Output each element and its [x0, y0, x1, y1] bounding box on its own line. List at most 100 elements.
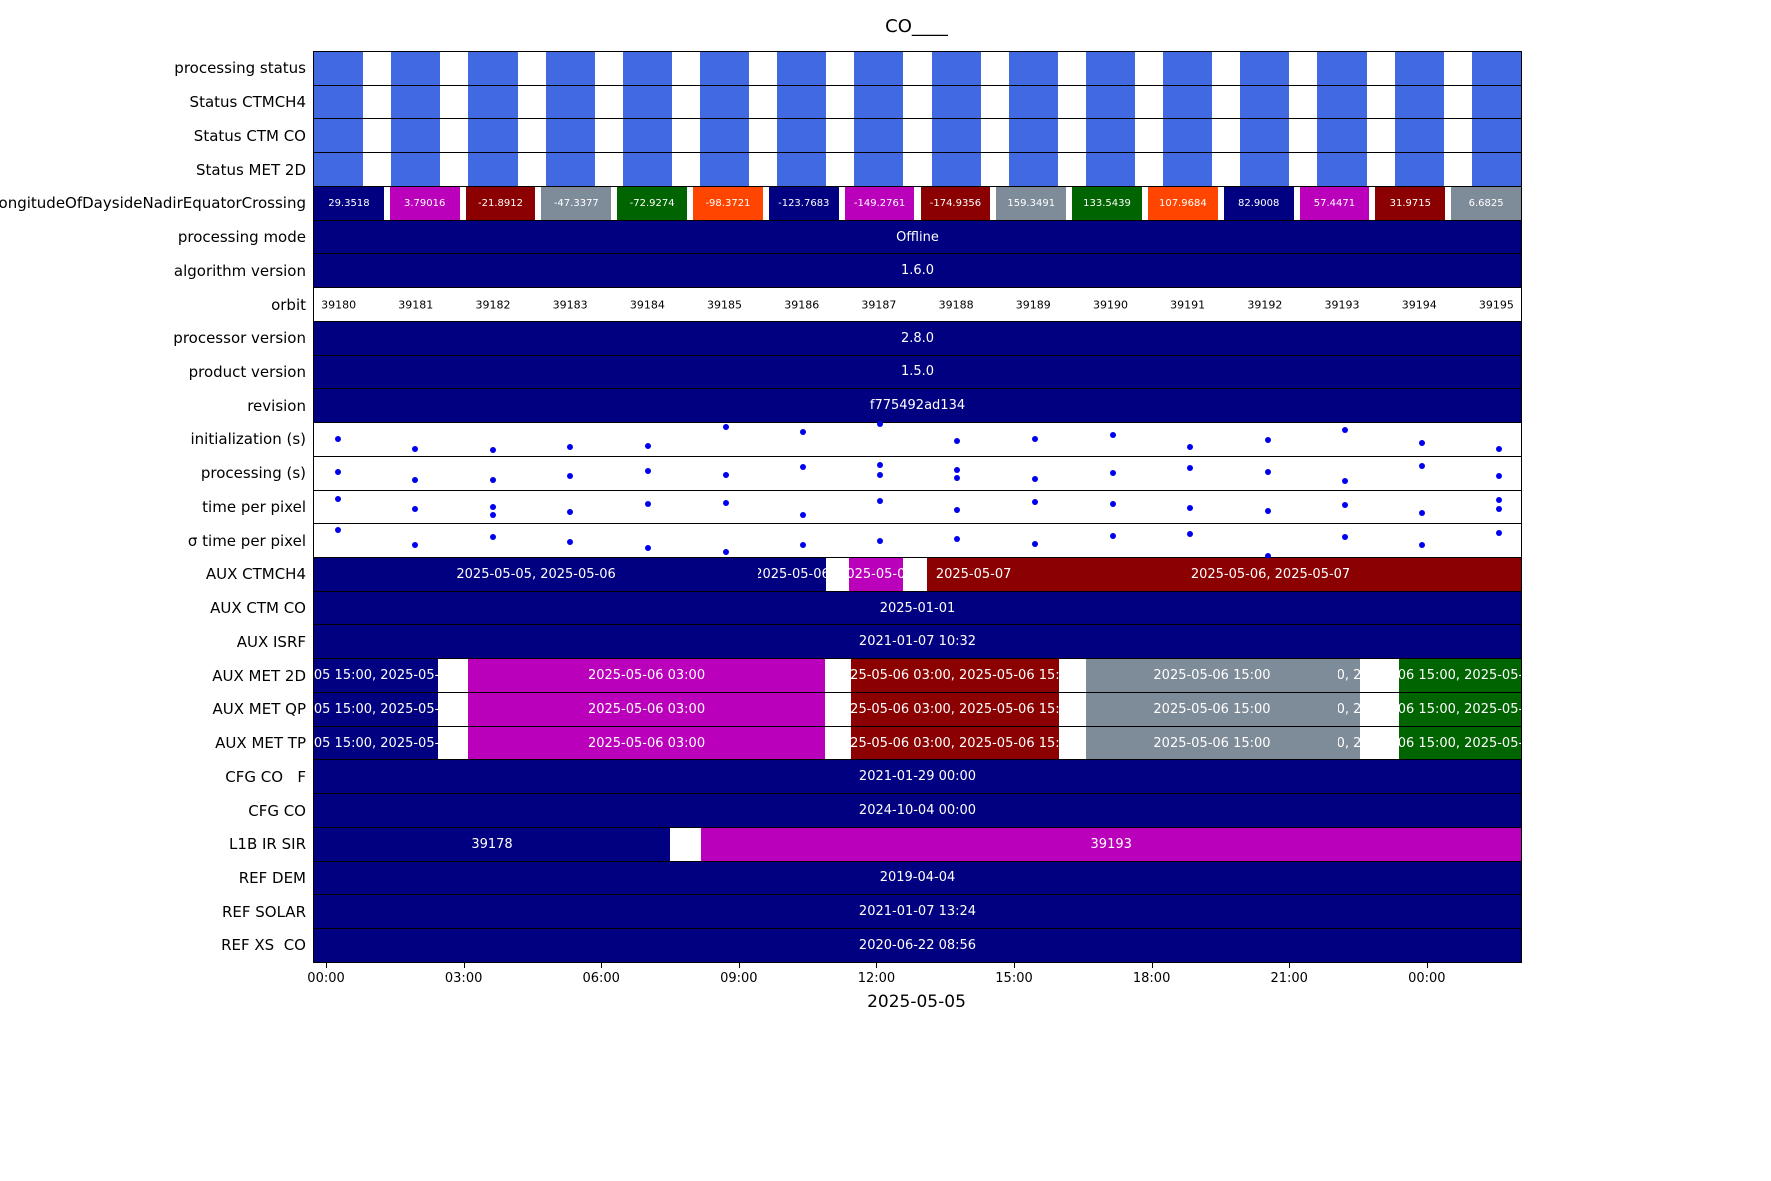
segment: 2025-05-06 03:00 [468, 692, 825, 726]
orbit-number: 39193 [1324, 298, 1360, 311]
scatter-dot [1187, 465, 1194, 472]
axis-tick [601, 962, 603, 968]
row-label-time-per-pixel: time per pixel [202, 497, 306, 516]
axis-tick-label: 09:00 [720, 971, 758, 986]
row-label-aux-met-tp: AUX MET TP [215, 734, 306, 753]
segment: 2025-05-06, 2025-05-07 [1020, 558, 1521, 591]
status-block [699, 85, 750, 119]
status-block [1471, 119, 1521, 153]
segment: 2025-05-05 15:00, 2025-05-06 03:00 [314, 726, 439, 760]
row-orbit: orbit 39180 39181 39182 39183 39184 39185 39186… [271, 288, 1521, 322]
row-label-l1b-ir-sir: L1B IR SIR [229, 835, 306, 854]
segment-text: 2025-05-05 15:00, 2025-05-06 03:00 [314, 735, 438, 751]
row-label-revision: revision [247, 396, 306, 415]
scatter-dot [645, 544, 652, 551]
scatter-dot [1110, 501, 1117, 508]
orbit-number: 39192 [1247, 298, 1283, 311]
longitude-block: 57.4471 [1299, 186, 1370, 220]
status-block [622, 153, 672, 186]
axis-tick-label: 12:00 [857, 971, 896, 986]
longitude-value: -47.3377 [553, 197, 599, 209]
row-label-cfg-co-f: CFG CO F [225, 767, 306, 786]
status-block [1163, 119, 1213, 153]
row-label-aux-met-2d: AUX MET 2D [212, 666, 306, 685]
status-block [622, 85, 672, 119]
orbit-number: 39190 [1092, 298, 1128, 311]
scatter-dot [1264, 468, 1271, 475]
status-block [777, 52, 827, 85]
row-ref-dem: REF DEM 2019-04-04 [239, 861, 1521, 896]
bar-cfg-co: 2024-10-04 00:00 [314, 794, 1521, 827]
scatter-dot [1419, 541, 1426, 548]
scatter-dot [722, 499, 729, 506]
scatter-dot [1496, 445, 1503, 452]
longitude-value: 159.3491 [1007, 197, 1056, 209]
segment-text: 39193 [1090, 836, 1132, 852]
row-cfg-co-f: CFG CO F 2021-01-29 00:00 [225, 760, 1521, 795]
bar-text: 2021-01-29 00:00 [858, 769, 977, 785]
status-block [699, 119, 750, 153]
scatter-dot [412, 476, 419, 483]
row-longitudeofdaysidenadirequatorcrossing: LongitudeOfDaysideNadirEquatorCrossing 29… [0, 186, 1521, 221]
segment-text: 2025-05-05 15:00, 2025-05-06 03:00 [314, 701, 438, 717]
orbit-number: 39180 [321, 298, 357, 311]
segment: 2025-05-06 15:00, 2025-05-07 03:00 [1337, 692, 1361, 726]
orbit-number: 39194 [1401, 298, 1437, 311]
longitude-value: 133.5439 [1083, 197, 1131, 209]
status-block [468, 85, 518, 119]
scatter-dot [1110, 431, 1117, 438]
longitude-value: 6.6825 [1468, 197, 1504, 209]
segment-text: 2025-05-06 03:00, 2025-05-06 15:00 [851, 668, 1059, 684]
row-aux-met-qp: AUX MET QP 2025-05-05 15:00, 2025-05-06 0… [213, 692, 1521, 727]
longitude-value: 31.9715 [1389, 197, 1431, 209]
status-block [1240, 119, 1290, 153]
status-block [931, 52, 981, 85]
scatter-dot [877, 461, 884, 468]
row-processing-s: processing (s) [201, 457, 1521, 491]
scatter-dot [954, 506, 961, 513]
status-block [777, 85, 827, 119]
status-block [931, 85, 981, 119]
x-axis-date-label: 2025-05-05 [867, 992, 966, 1012]
row-aux-ctm-co: AUX CTM CO 2025-01-01 [210, 591, 1521, 626]
axis-tick [1289, 962, 1291, 968]
status-block [931, 153, 981, 186]
status-block [1317, 85, 1367, 119]
bar-text: 2.8.0 [900, 330, 935, 346]
longitude-block: 29.3518 [314, 186, 384, 220]
scatter-dot [1496, 530, 1503, 537]
bar-text: 2021-01-07 13:24 [858, 904, 977, 920]
row-label-status-met-2d: Status MET 2D [195, 160, 306, 179]
scatter-dot [1341, 502, 1348, 509]
row-status-met-2d: Status MET 2D [196, 153, 1521, 187]
segment-text: 2025-05-06 03:00 [587, 701, 706, 717]
orbit-number: 39185 [707, 298, 743, 311]
axis-tick-label: 21:00 [1270, 971, 1308, 986]
status-block [1471, 153, 1521, 186]
status-block [854, 52, 904, 85]
status-block [545, 153, 595, 186]
orbit-number: 39186 [784, 298, 820, 311]
bar-text: f775492ad134 [869, 398, 966, 414]
segment-text: 2025-05-06 15:00, 2025-05-07 03:00 [1337, 735, 1361, 751]
bar-aux-ctm-co: 2025-01-01 [314, 591, 1521, 625]
scatter-dot [1031, 540, 1038, 547]
scatter-dot [954, 475, 961, 482]
status-block [777, 119, 827, 153]
status-block [622, 119, 672, 153]
longitude-block: -47.3377 [541, 186, 612, 220]
segment: 2025-05-06 15:00, 2025-05-07 03:00 [1399, 726, 1521, 760]
row-label-time-per-pixel: σ time per pixel [187, 531, 306, 550]
bar-text: 2020-06-22 08:56 [858, 937, 977, 953]
segment: 2025-05-06 15:00, 2025-05-07 03:00 [1399, 692, 1521, 726]
status-block [1240, 85, 1290, 119]
status-block [545, 52, 595, 85]
bar-text: 2019-04-04 [879, 870, 956, 886]
scatter-dot [799, 541, 806, 548]
status-block [1240, 153, 1290, 186]
status-block [545, 85, 595, 119]
bar-ref-dem: 2019-04-04 [314, 861, 1521, 895]
bar-text: 1.5.0 [900, 364, 935, 380]
segment: 39193 [701, 827, 1521, 861]
status-block [1317, 52, 1367, 85]
